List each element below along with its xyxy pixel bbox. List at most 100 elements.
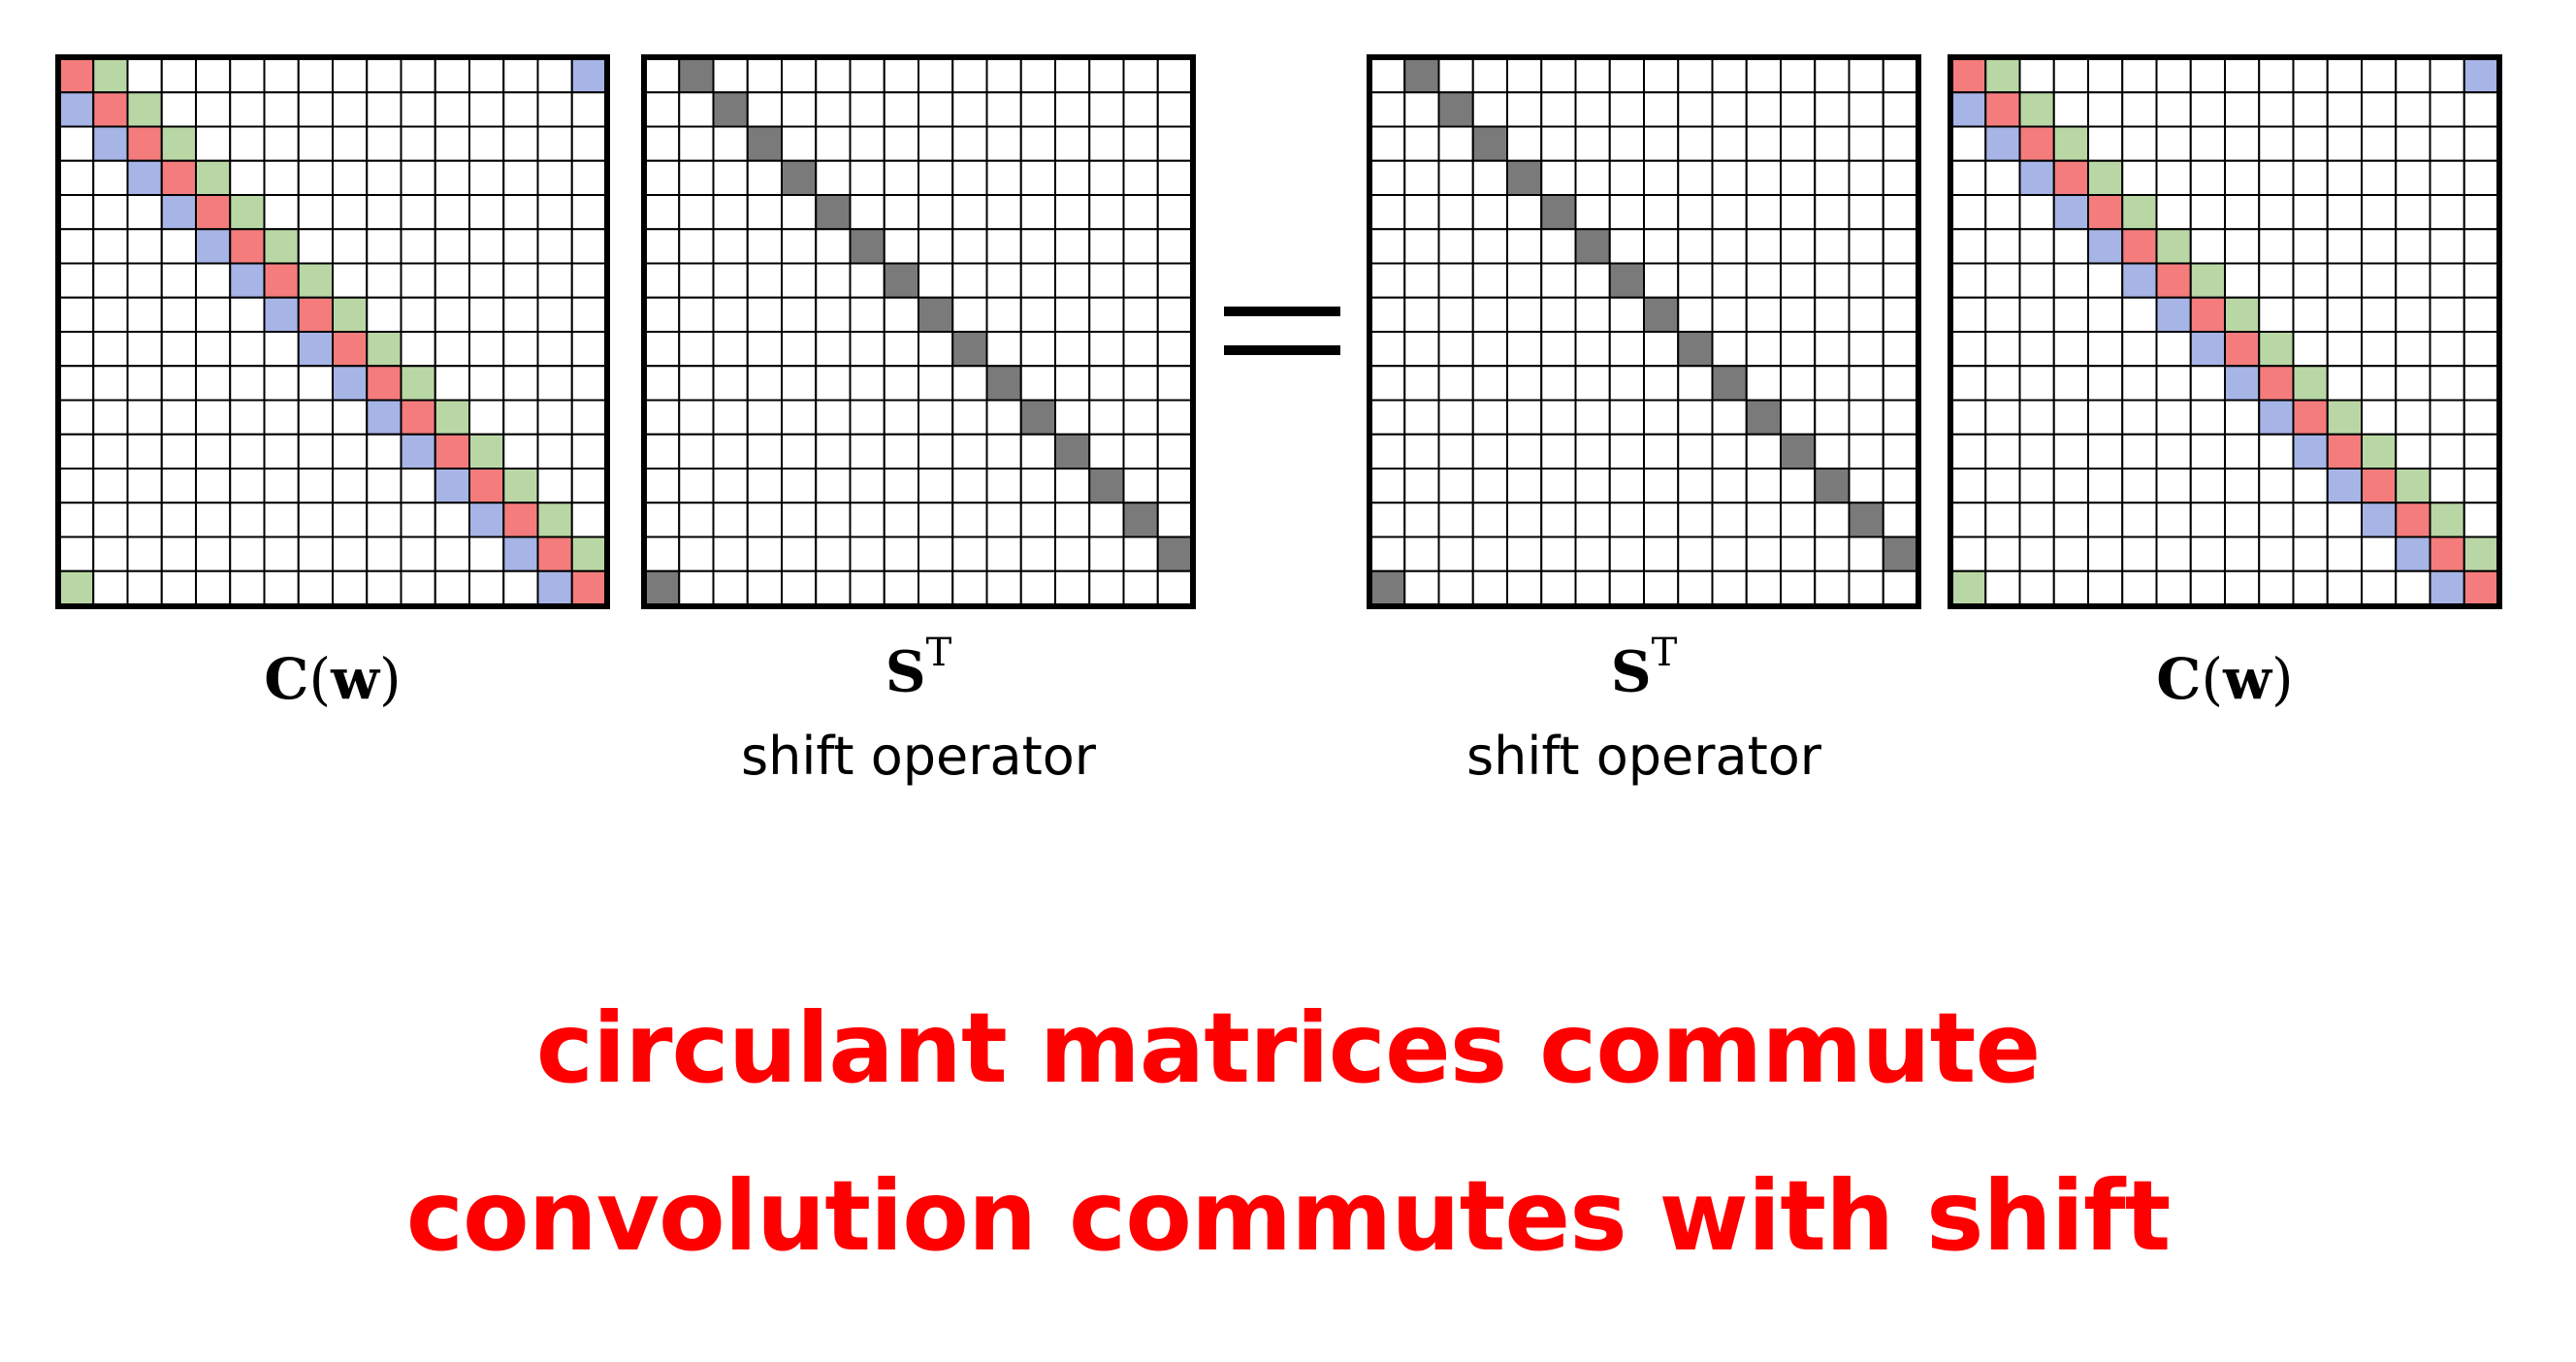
circulant-right-cell bbox=[2087, 91, 2124, 128]
circulant-right-cell bbox=[2121, 502, 2158, 538]
circulant-left-cell bbox=[229, 331, 266, 368]
shift-left-cell bbox=[1019, 502, 1056, 538]
shift-left-cell bbox=[985, 502, 1022, 538]
shift-left-cell bbox=[918, 399, 954, 436]
shift-right-cell bbox=[1506, 228, 1543, 265]
circulant-left-cell bbox=[195, 57, 232, 94]
shift-left-cell bbox=[951, 262, 988, 299]
circulant-right-cell bbox=[1984, 399, 2021, 436]
circulant-right-cell bbox=[2258, 91, 2295, 128]
shift-right-cell bbox=[1711, 331, 1748, 368]
shift-right-cell bbox=[1643, 228, 1680, 265]
circulant-right-cell bbox=[1950, 125, 1987, 162]
circulant-right-cell bbox=[2018, 535, 2055, 572]
shift-left-cell bbox=[849, 399, 886, 436]
shift-left-cell bbox=[918, 331, 954, 368]
shift-left-cell bbox=[1019, 365, 1056, 402]
circulant-left-cell bbox=[195, 502, 232, 538]
shift-right-cell bbox=[1608, 159, 1645, 196]
circulant-right-cell bbox=[2292, 91, 2329, 128]
circulant-right-filled-cell bbox=[1950, 91, 1987, 128]
circulant-right-cell bbox=[2361, 331, 2398, 368]
circulant-right-cell bbox=[2292, 228, 2329, 265]
circulant-left-cell bbox=[434, 91, 470, 128]
circulant-right-cell bbox=[2395, 331, 2431, 368]
circulant-right-cell bbox=[2395, 57, 2431, 94]
circulant-right-cell bbox=[2189, 468, 2226, 504]
circulant-right-cell bbox=[2292, 159, 2329, 196]
circulant-right-cell bbox=[2189, 228, 2226, 265]
circulant-left-cell bbox=[229, 468, 266, 504]
label-shift-left: ST bbox=[885, 631, 952, 705]
circulant-right-cell bbox=[2018, 331, 2055, 368]
shift-right-filled-cell bbox=[1437, 91, 1474, 128]
circulant-right-filled-cell bbox=[2052, 194, 2089, 231]
shift-right-cell bbox=[1574, 399, 1611, 436]
circulant-right-cell bbox=[2087, 535, 2124, 572]
circulant-right-cell bbox=[2121, 331, 2158, 368]
shift-right-cell bbox=[1814, 365, 1851, 402]
circulant-right-cell bbox=[2463, 399, 2499, 436]
sublabel-shift-right: shift operator bbox=[1465, 726, 1821, 787]
circulant-right-filled-cell bbox=[2258, 331, 2295, 368]
circulant-left-cell bbox=[58, 228, 95, 265]
shift-right-frame bbox=[1367, 54, 1921, 609]
circulant-right-cell bbox=[2429, 468, 2465, 504]
shift-right-cell bbox=[1711, 228, 1748, 265]
shift-left-cell bbox=[815, 296, 852, 333]
circulant-right-cell bbox=[2361, 57, 2398, 94]
shift-right-cell bbox=[1369, 399, 1406, 436]
circulant-left-filled-cell bbox=[434, 468, 470, 504]
circulant-left-filled-cell bbox=[502, 468, 539, 504]
circulant-right-cell bbox=[2292, 468, 2329, 504]
circulant-left-filled-cell bbox=[195, 194, 232, 231]
circulant-left-filled-cell bbox=[332, 331, 369, 368]
circulant-right-cell bbox=[2052, 57, 2089, 94]
shift-left-filled-cell bbox=[849, 228, 886, 265]
circulant-right-cell bbox=[2018, 569, 2055, 606]
circulant-left-filled-cell bbox=[160, 125, 197, 162]
circulant-left-cell bbox=[400, 125, 436, 162]
shift-right-cell bbox=[1643, 502, 1680, 538]
circulant-left-cell bbox=[570, 502, 607, 538]
shift-right-cell bbox=[1471, 502, 1508, 538]
shift-left-cell bbox=[1088, 569, 1125, 606]
shift-left-cell bbox=[678, 159, 715, 196]
circulant-left-filled-cell bbox=[229, 262, 266, 299]
circulant-right-cell bbox=[2121, 91, 2158, 128]
shift-left-cell bbox=[985, 57, 1022, 94]
circulant-right-cell bbox=[2326, 159, 2363, 196]
shift-right-cell bbox=[1403, 159, 1440, 196]
shift-right-cell bbox=[1848, 296, 1884, 333]
circulant-left-cell bbox=[570, 331, 607, 368]
shift-right-cell bbox=[1711, 194, 1748, 231]
shift-right-cell bbox=[1882, 569, 1918, 606]
shift-left-cell bbox=[712, 399, 749, 436]
circulant-right-cell bbox=[2018, 468, 2055, 504]
circulant-right-cell bbox=[2326, 331, 2363, 368]
shift-right-cell bbox=[1437, 194, 1474, 231]
shift-right-cell bbox=[1643, 468, 1680, 504]
shift-right-filled-cell bbox=[1608, 262, 1645, 299]
circulant-left-cell bbox=[434, 159, 470, 196]
circulant-left-cell bbox=[366, 57, 402, 94]
shift-right-cell bbox=[1471, 535, 1508, 572]
circulant-left-cell bbox=[468, 228, 505, 265]
circulant-right-cell bbox=[2395, 296, 2431, 333]
shift-right-cell bbox=[1608, 399, 1645, 436]
shift-left-cell bbox=[951, 125, 988, 162]
circulant-left-cell bbox=[502, 433, 539, 470]
shift-left-cell bbox=[1019, 159, 1056, 196]
shift-left-cell bbox=[815, 433, 852, 470]
circulant-right-cell bbox=[2087, 125, 2124, 162]
shift-right-cell bbox=[1882, 228, 1918, 265]
circulant-right-filled-cell bbox=[2155, 228, 2192, 265]
circulant-right-filled-cell bbox=[2395, 468, 2431, 504]
shift-left-cell bbox=[644, 125, 681, 162]
shift-right-cell bbox=[1711, 91, 1748, 128]
shift-left-cell bbox=[781, 399, 818, 436]
shift-right-cell bbox=[1643, 57, 1680, 94]
shift-left-cell bbox=[985, 569, 1022, 606]
shift-left-cell bbox=[918, 502, 954, 538]
circulant-left-cell bbox=[126, 468, 163, 504]
